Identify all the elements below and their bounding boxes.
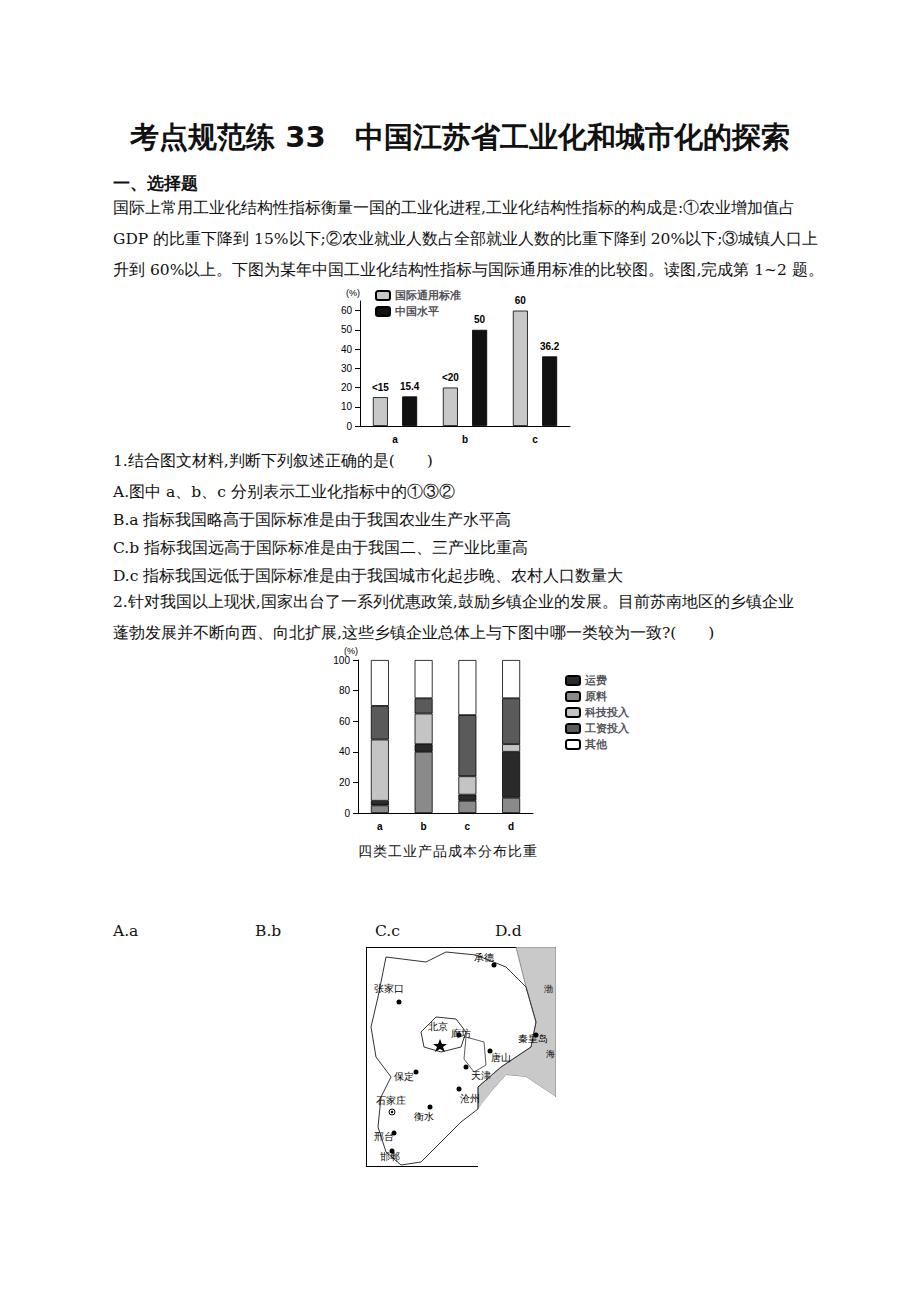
svg-text:60: 60 — [341, 305, 353, 316]
html-text:2.针对我国以上现状,国家出台了一系列优惠政策,鼓励乡镇企业: 2.针对我国以上现状,国家出台了一系列优惠政策,鼓励乡镇企业的发展。目前苏南地区… — [113, 593, 794, 611]
html-text:D.c 指标我国远低于国际标准是由于我国城市化起步晚、农村人: D.c 指标我国远低于国际标准是由于我国城市化起步晚、农村人口数量大 — [113, 567, 624, 585]
svg-text:50: 50 — [474, 314, 486, 325]
html-text:B.a 指标我国略高于国际标准是由于我国农业生产水平高: B.a 指标我国略高于国际标准是由于我国农业生产水平高 — [113, 511, 512, 529]
svg-text:邯郸: 邯郸 — [380, 1151, 400, 1162]
svg-text:60: 60 — [515, 295, 527, 306]
svg-text:国际通用标准: 国际通用标准 — [395, 289, 461, 302]
svg-text:40: 40 — [339, 746, 351, 757]
html-text:C.b 指标我国远高于国际标准是由于我国二、三产业比重高: C.b 指标我国远高于国际标准是由于我国二、三产业比重高 — [113, 539, 529, 557]
svg-text:海: 海 — [546, 1049, 555, 1059]
svg-text:承德: 承德 — [474, 952, 494, 963]
svg-text:80: 80 — [339, 685, 351, 696]
svg-text:(%): (%) — [346, 288, 360, 298]
svg-text:石家庄: 石家庄 — [376, 1095, 406, 1106]
svg-text:沧州: 沧州 — [460, 1093, 480, 1104]
svg-text:<20: <20 — [442, 372, 459, 383]
svg-text:30: 30 — [341, 363, 353, 374]
html-text:B.b: B.b — [255, 922, 282, 940]
html-text:升到 60%以上。下图为某年中国工业化结构性指标与国际通用标: 升到 60%以上。下图为某年中国工业化结构性指标与国际通用标准的比较图。读图,完… — [113, 261, 824, 279]
html-text:D.d: D.d — [495, 922, 522, 940]
svg-text:a: a — [377, 821, 383, 832]
svg-text:100: 100 — [333, 655, 350, 666]
svg-text:15.4: 15.4 — [400, 381, 420, 392]
svg-text:廊坊: 廊坊 — [451, 1028, 471, 1039]
svg-text:60: 60 — [339, 716, 351, 727]
svg-text:运费: 运费 — [584, 674, 607, 687]
svg-text:c: c — [465, 821, 471, 832]
svg-text:张家口: 张家口 — [374, 983, 404, 994]
svg-text:c: c — [532, 434, 538, 445]
html-text:国际上常用工业化结构性指标衡量一国的工业化进程,工业化结构性: 国际上常用工业化结构性指标衡量一国的工业化进程,工业化结构性指标的构成是:①农业… — [113, 199, 796, 217]
html-text:A.图中 a、b、c 分别表示工业化指标中的①③②: A.图中 a、b、c 分别表示工业化指标中的①③② — [113, 483, 455, 501]
svg-text:原料: 原料 — [584, 690, 607, 703]
svg-text:工资投入: 工资投入 — [584, 722, 630, 735]
svg-text:北京: 北京 — [428, 1021, 448, 1032]
svg-text:保定: 保定 — [394, 1071, 414, 1082]
svg-text:36.2: 36.2 — [540, 341, 560, 352]
html-text:1.结合图文材料,判断下列叙述正确的是( ): 1.结合图文材料,判断下列叙述正确的是( ) — [113, 452, 433, 470]
svg-text:20: 20 — [339, 777, 351, 788]
html-text:C.c: C.c — [375, 922, 400, 940]
svg-text:唐山: 唐山 — [491, 1052, 511, 1063]
html-text:四类工业产品成本分布比重: 四类工业产品成本分布比重 — [358, 843, 538, 859]
svg-text:0: 0 — [344, 808, 350, 819]
html-text:蓬勃发展并不断向西、向北扩展,这些乡镇企业总体上与下图中哪一: 蓬勃发展并不断向西、向北扩展,这些乡镇企业总体上与下图中哪一类较为一致?( ) — [113, 624, 715, 642]
svg-text:其他: 其他 — [584, 738, 608, 751]
svg-text:天津: 天津 — [471, 1070, 491, 1081]
svg-text:邢台: 邢台 — [374, 1131, 394, 1142]
svg-text:a: a — [392, 434, 398, 445]
svg-text:40: 40 — [341, 344, 353, 355]
svg-text:b: b — [421, 821, 427, 832]
svg-text:<15: <15 — [372, 382, 389, 393]
svg-text:秦皇岛: 秦皇岛 — [518, 1033, 548, 1044]
svg-text:中国水平: 中国水平 — [395, 305, 439, 318]
html-text:GDP 的比重下降到 15%以下;②农业就业人数占全部就业人: GDP 的比重下降到 15%以下;②农业就业人数占全部就业人数的比重下降到 20… — [113, 230, 819, 248]
svg-text:50: 50 — [341, 324, 353, 335]
svg-text:0: 0 — [346, 421, 352, 432]
html-text:A.a: A.a — [113, 922, 139, 940]
svg-text:科技投入: 科技投入 — [584, 706, 630, 719]
html-text:一、选择题: 一、选择题 — [113, 173, 198, 193]
html-text:考点规范练 33 中国江苏省工业化和城市化的探索: 考点规范练 33 中国江苏省工业化和城市化的探索 — [130, 120, 790, 154]
svg-text:b: b — [462, 434, 468, 445]
svg-text:20: 20 — [341, 382, 353, 393]
svg-text:渤: 渤 — [544, 984, 553, 994]
svg-text:10: 10 — [341, 401, 353, 412]
svg-text:d: d — [508, 821, 514, 832]
svg-text:衡水: 衡水 — [414, 1111, 434, 1122]
